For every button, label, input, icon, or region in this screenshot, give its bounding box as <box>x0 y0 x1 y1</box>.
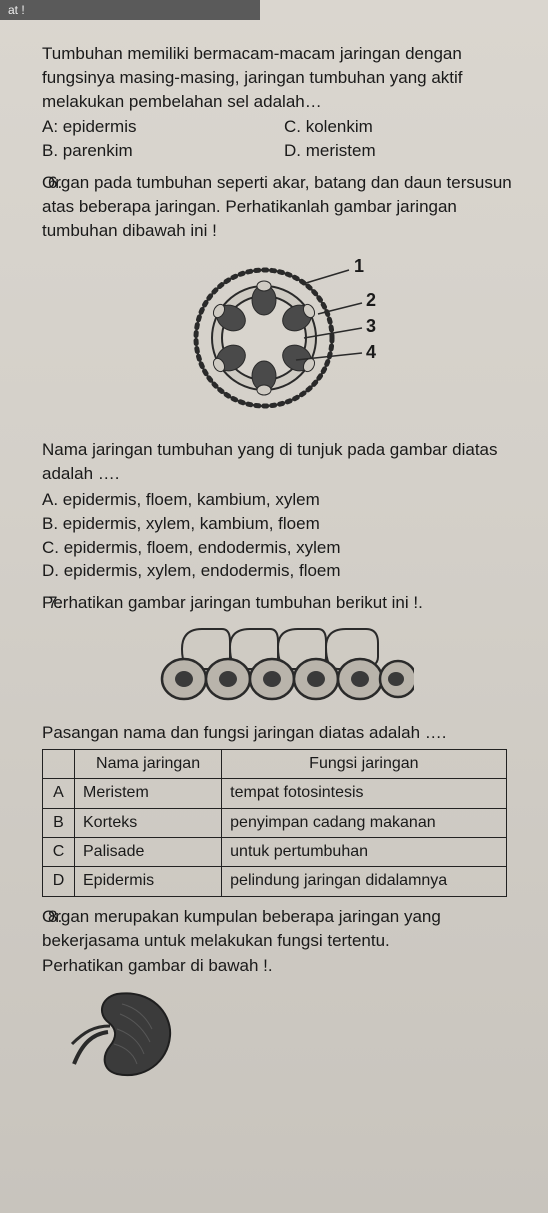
q6-opt-a: A. epidermis, floem, kambium, xylem <box>42 488 526 512</box>
cell-key: C <box>43 837 75 866</box>
q5-opt-b: B. parenkim <box>42 139 284 163</box>
q7-text: Perhatikan gambar jaringan tumbuhan beri… <box>42 591 526 615</box>
q6-number: 6. <box>48 171 62 195</box>
q6-opt-d: D. epidermis, xylem, endodermis, floem <box>42 559 526 583</box>
cell-nama: Palisade <box>75 837 222 866</box>
q7-number: 7. <box>48 591 62 615</box>
kidney-icon <box>62 984 182 1084</box>
q7-after-text: Pasangan nama dan fungsi jaringan diatas… <box>42 721 526 745</box>
stem-cross-section-icon: 1 2 3 4 <box>174 248 394 428</box>
question-6: 6. Organ pada tumbuhan seperti akar, bat… <box>42 171 526 583</box>
q5-opt-d: D. meristem <box>284 139 526 163</box>
diagram-label-1: 1 <box>354 256 364 276</box>
q7-diagram <box>42 621 526 711</box>
header-bar: at ! <box>0 0 260 20</box>
table-row: A Meristem tempat fotosintesis <box>43 779 507 808</box>
q6-text: Organ pada tumbuhan seperti akar, batang… <box>42 171 526 242</box>
table-row: D Epidermis pelindung jaringan didalamny… <box>43 867 507 896</box>
q6-opt-b: B. epidermis, xylem, kambium, floem <box>42 512 526 536</box>
q7-table: Nama jaringan Fungsi jaringan A Meristem… <box>42 749 526 897</box>
th-nama: Nama jaringan <box>75 749 222 778</box>
cell-key: B <box>43 808 75 837</box>
q8-number: 8. <box>48 905 62 929</box>
diagram-label-3: 3 <box>366 316 376 336</box>
q5-text: Tumbuhan memiliki bermacam-macam jaringa… <box>42 42 526 113</box>
cell-key: D <box>43 867 75 896</box>
q5-options: A: epidermis B. parenkim C. kolenkim D. … <box>42 115 526 163</box>
cell-fungsi: untuk pertumbuhan <box>222 837 506 866</box>
question-8: 8. Organ merupakan kumpulan beberapa jar… <box>42 905 526 1084</box>
q6-after-text: Nama jaringan tumbuhan yang di tunjuk pa… <box>42 438 526 486</box>
header-text: at ! <box>8 3 25 17</box>
th-fungsi: Fungsi jaringan <box>222 749 506 778</box>
table-row: B Korteks penyimpan cadang makanan <box>43 808 507 837</box>
cell-nama: Korteks <box>75 808 222 837</box>
cell-fungsi: penyimpan cadang makanan <box>222 808 506 837</box>
th-blank <box>43 749 75 778</box>
q5-opt-c: C. kolenkim <box>284 115 526 139</box>
table-row: C Palisade untuk pertumbuhan <box>43 837 507 866</box>
cell-nama: Epidermis <box>75 867 222 896</box>
cell-fungsi: pelindung jaringan didalamnya <box>222 867 506 896</box>
cell-key: A <box>43 779 75 808</box>
table-header-row: Nama jaringan Fungsi jaringan <box>43 749 507 778</box>
tissue-cells-icon <box>154 621 414 711</box>
q8-after-text: Perhatikan gambar di bawah !. <box>42 954 526 978</box>
q5-opt-a: A: epidermis <box>42 115 284 139</box>
q6-diagram: 1 2 3 4 <box>42 248 526 428</box>
diagram-label-2: 2 <box>366 290 376 310</box>
diagram-label-4: 4 <box>366 342 376 362</box>
q8-text: Organ merupakan kumpulan beberapa jaring… <box>42 905 526 953</box>
cell-fungsi: tempat fotosintesis <box>222 779 506 808</box>
cell-nama: Meristem <box>75 779 222 808</box>
q8-diagram <box>62 984 526 1084</box>
question-7: 7. Perhatikan gambar jaringan tumbuhan b… <box>42 591 526 897</box>
question-5: Tumbuhan memiliki bermacam-macam jaringa… <box>42 42 526 163</box>
q6-opt-c: C. epidermis, floem, endodermis, xylem <box>42 536 526 560</box>
